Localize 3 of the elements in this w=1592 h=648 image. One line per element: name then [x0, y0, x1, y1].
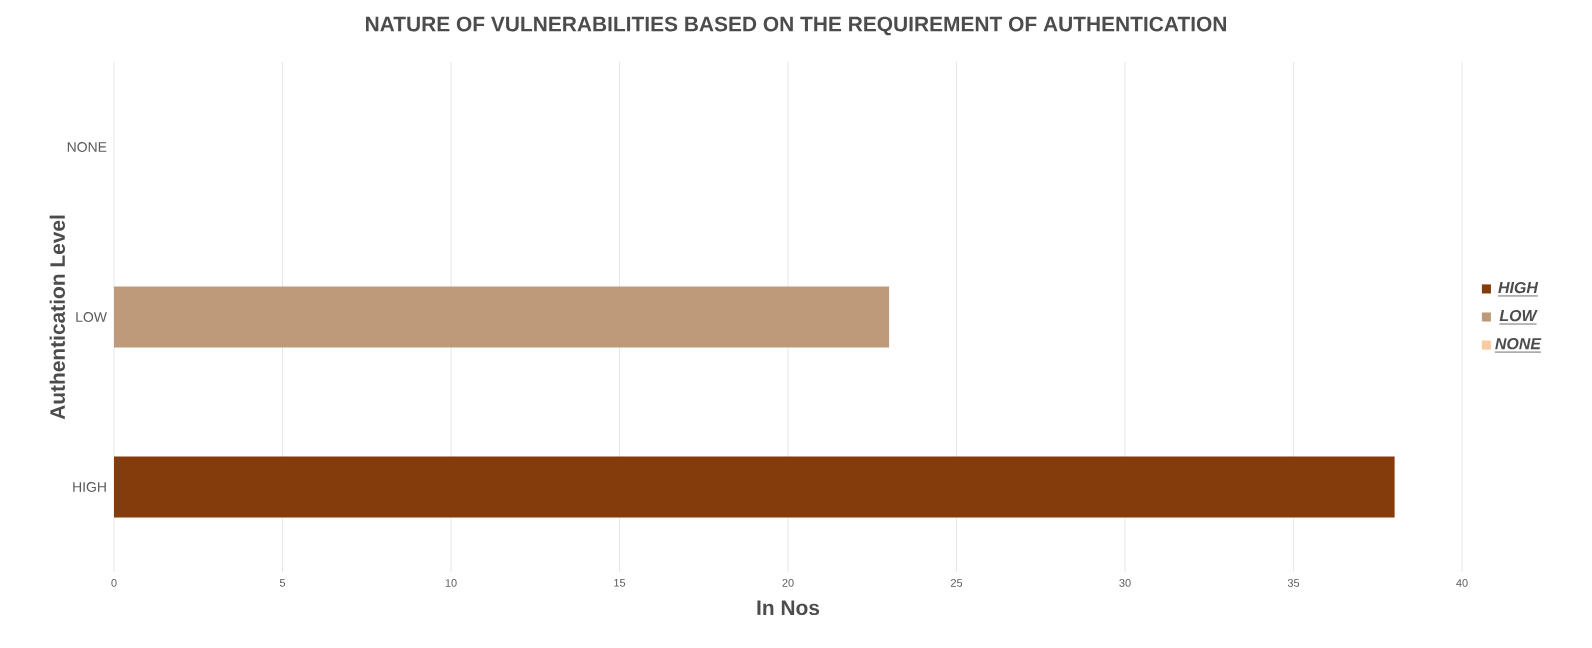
chart-title: NATURE OF VULNERABILITIES BASED ON THE REQUIREMENT OF AUTHENTICATION: [366, 16, 1226, 36]
y-axis-title: Authentication Level: [49, 215, 65, 420]
x-axis-title: In Nos: [757, 600, 820, 616]
